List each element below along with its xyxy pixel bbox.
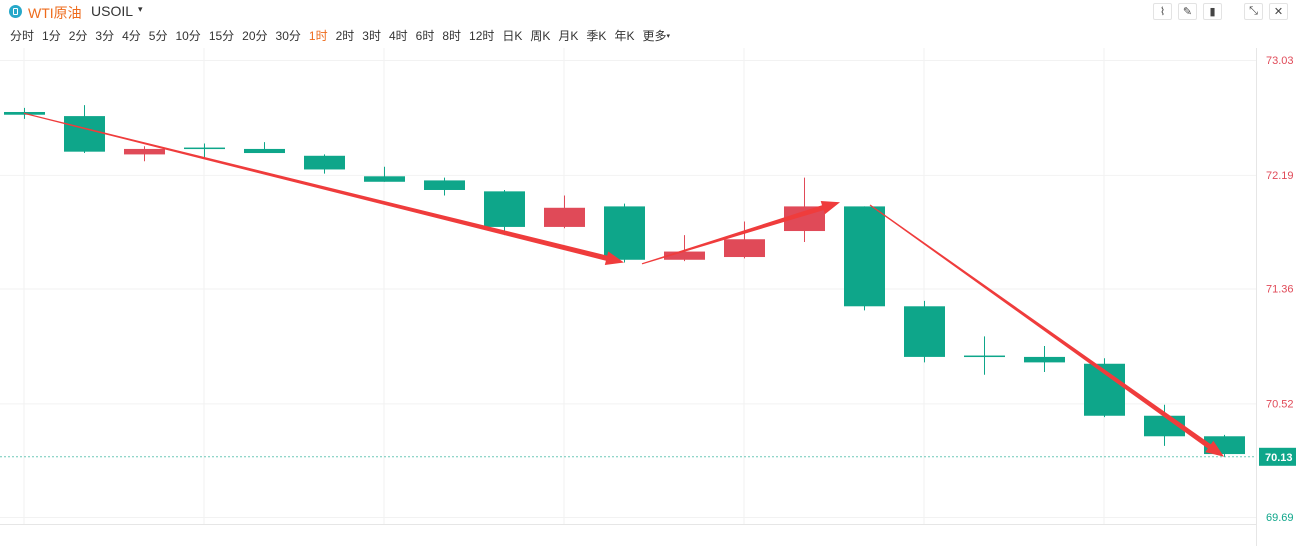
candle-body <box>244 148 285 154</box>
candle-type-icon[interactable]: ▮ <box>1203 3 1222 20</box>
draw-icon[interactable]: ✎ <box>1178 3 1197 20</box>
period-tab-label: 2时 <box>335 29 355 43</box>
candle-body <box>544 207 585 227</box>
period-tab-label: 分时 <box>10 29 35 43</box>
chart-header: WTI原油 USOIL ▾ ⌇ ✎ ▮ ⤡ ✕ <box>0 0 1296 24</box>
symbol-code[interactable]: USOIL <box>91 3 134 19</box>
y-tick-label: 72.19 <box>1266 170 1294 182</box>
period-tab[interactable]: 1分 <box>38 28 65 46</box>
candle-body <box>1024 356 1065 363</box>
period-tab[interactable]: 30分 <box>272 28 305 46</box>
period-tab-label: 1分 <box>42 29 61 43</box>
period-tab-label: 30分 <box>275 29 301 43</box>
period-tab[interactable]: 年K <box>610 28 638 46</box>
period-tab[interactable]: 10分 <box>171 28 204 46</box>
y-tick-label: 69.69 <box>1266 512 1294 524</box>
symbol-name[interactable]: WTI原油 <box>28 5 82 21</box>
collapse-icon[interactable]: ⤡ <box>1244 3 1263 20</box>
trend-arrow-shape <box>641 201 840 265</box>
period-tab-label: 日K <box>502 29 523 43</box>
period-tab-label: 12时 <box>469 29 495 43</box>
y-tick-label: 70.52 <box>1266 398 1294 410</box>
candle-body <box>304 155 345 170</box>
period-tab[interactable]: 4时 <box>385 28 412 46</box>
period-tab-label: 4分 <box>122 29 141 43</box>
period-tab-label: 3时 <box>362 29 381 43</box>
y-tick-label: 71.36 <box>1266 284 1294 296</box>
period-tab-label: 15分 <box>208 29 235 43</box>
period-tab[interactable]: 2分 <box>65 28 92 46</box>
period-tab[interactable]: 15分 <box>205 28 238 46</box>
candle-body <box>184 147 225 150</box>
period-tab[interactable]: 8时 <box>438 28 465 46</box>
period-tab-label: 周K <box>530 29 551 43</box>
period-tab[interactable]: 周K <box>526 28 554 46</box>
more-dropdown-icon: ▾ <box>666 32 670 40</box>
period-tab[interactable]: 4分 <box>118 28 145 46</box>
period-tab-label: 20分 <box>242 29 268 43</box>
candle-body <box>64 116 105 152</box>
toolbar: ⌇ ✎ ▮ ⤡ ✕ <box>1153 3 1288 20</box>
candle-body <box>424 180 465 190</box>
period-tab-label: 年K <box>614 29 635 43</box>
period-tab[interactable]: 6时 <box>412 28 439 46</box>
candle-body <box>844 206 885 307</box>
period-tab-label: 5分 <box>148 29 168 43</box>
period-tab-label: 3分 <box>95 29 115 43</box>
candle-body <box>724 239 765 258</box>
candle-body <box>124 148 165 155</box>
period-tabs: 分时 1分 2分 3分 4分 5分 10分 15分 20分 30分 1时 2时 3时 4时 6时 8时 12时日… <box>6 28 674 46</box>
period-tab-label: 季K <box>586 29 607 43</box>
candle-body <box>484 191 525 227</box>
trend-arrow-shape <box>869 204 1224 457</box>
trend-arrow <box>23 112 624 265</box>
period-tab[interactable]: 1时 <box>305 28 332 46</box>
candle-body <box>364 176 405 182</box>
period-tab-label: 月K <box>558 29 579 43</box>
period-tab[interactable]: 2时 <box>332 28 359 46</box>
period-tab-label: 2分 <box>68 29 88 43</box>
period-tab[interactable]: 日K <box>498 28 526 46</box>
period-tab[interactable]: 月K <box>554 28 582 46</box>
period-tab-label: 更多 <box>642 29 667 43</box>
period-tab[interactable]: 12时 <box>465 28 498 46</box>
period-tab-label: 10分 <box>175 29 201 43</box>
trend-arrow <box>869 204 1224 457</box>
period-tab[interactable]: 3时 <box>358 28 385 46</box>
indicator-icon[interactable]: ⌇ <box>1153 3 1172 20</box>
candle-body <box>604 206 645 260</box>
last-price-tag <box>1259 447 1296 466</box>
trend-arrow <box>641 201 840 265</box>
period-tab[interactable]: 季K <box>582 28 610 46</box>
y-tick-label: 73.03 <box>1266 55 1294 67</box>
trend-arrow-shape <box>23 112 624 265</box>
candle-body <box>904 306 945 357</box>
period-tab[interactable]: 20分 <box>238 28 271 46</box>
last-price-label: 70.13 <box>1265 452 1293 464</box>
period-tab[interactable]: 3分 <box>91 28 118 46</box>
candle-body <box>664 251 705 260</box>
period-tab-label: 4时 <box>388 29 408 43</box>
period-tab[interactable]: 5分 <box>145 28 172 46</box>
symbol-logo-icon <box>9 5 22 18</box>
period-tab[interactable]: 更多▾ <box>638 28 674 46</box>
period-tab[interactable]: 分时 <box>6 28 38 46</box>
candle-body <box>964 355 1005 358</box>
period-tab-label: 6时 <box>415 29 435 43</box>
symbol-dropdown-icon[interactable]: ▾ <box>138 4 143 14</box>
period-tab-label: 1时 <box>308 29 328 43</box>
period-tab-label: 8时 <box>442 29 462 43</box>
close-icon[interactable]: ✕ <box>1269 3 1288 20</box>
